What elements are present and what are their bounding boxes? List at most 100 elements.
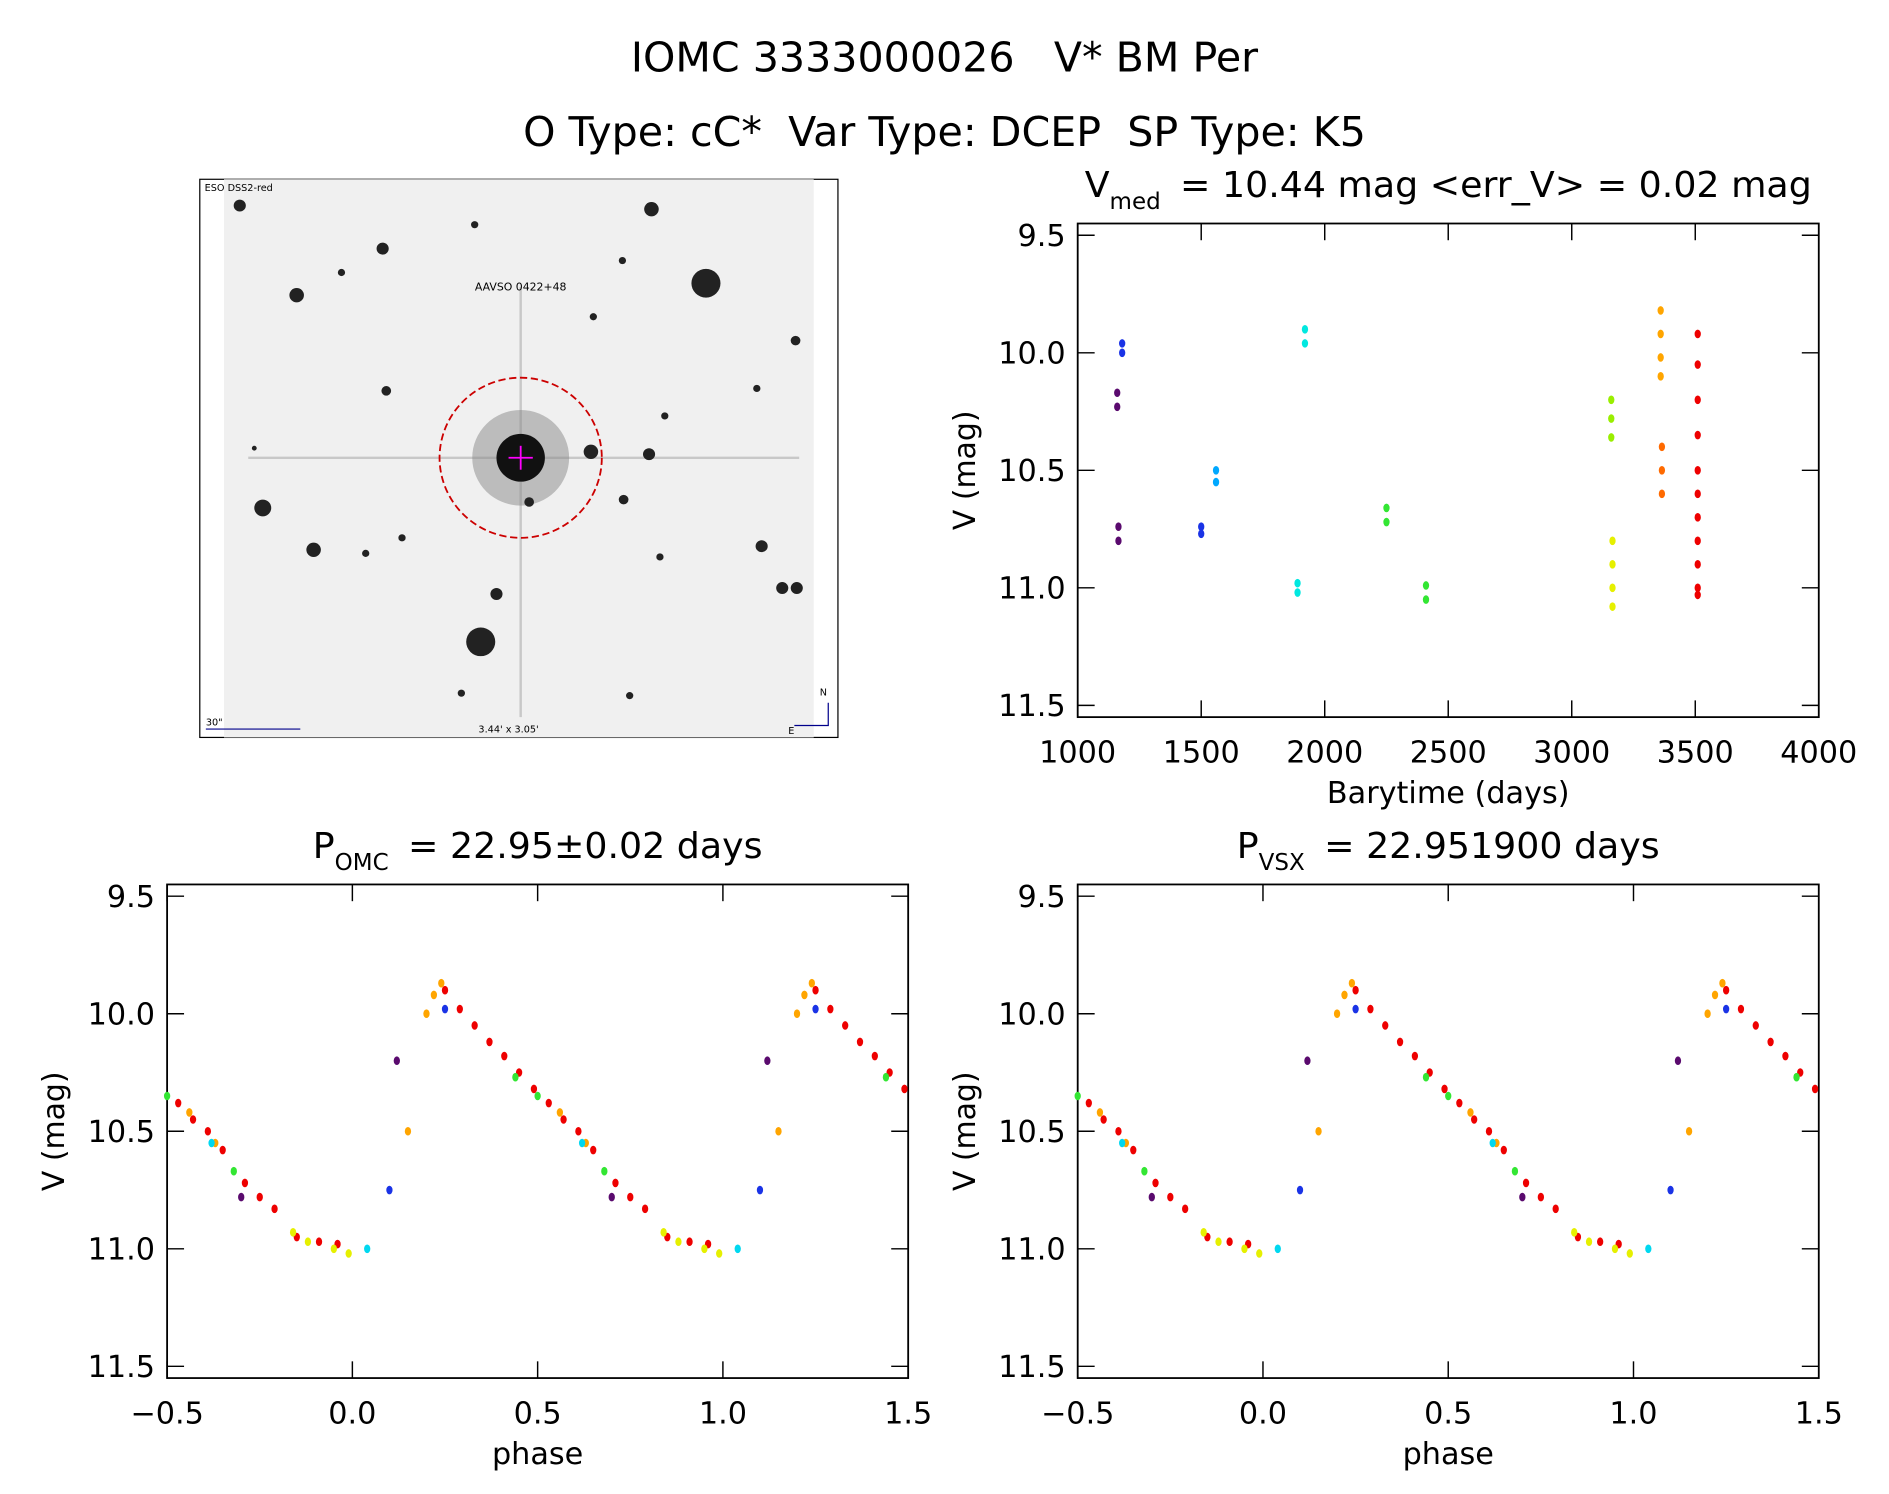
data-point bbox=[1489, 1138, 1496, 1148]
data-point bbox=[1296, 1185, 1304, 1195]
y-tick-label: 11.5 bbox=[998, 689, 1065, 724]
data-point bbox=[404, 1126, 412, 1136]
data-point bbox=[1667, 1185, 1674, 1195]
data-point bbox=[1383, 517, 1390, 527]
data-point bbox=[775, 1126, 782, 1136]
data-point bbox=[1685, 1126, 1693, 1136]
plot-frame bbox=[166, 883, 910, 1379]
data-point bbox=[560, 1115, 567, 1124]
data-point bbox=[271, 1204, 278, 1214]
data-point bbox=[686, 1237, 693, 1247]
y-axis-label: V (mag) bbox=[37, 1071, 72, 1191]
data-point bbox=[1597, 1237, 1604, 1247]
data-point bbox=[1182, 1204, 1189, 1214]
y-tick-label: 10.0 bbox=[998, 337, 1065, 372]
y-tick-label: 10.5 bbox=[88, 1115, 155, 1150]
x-tick-label: 1500 bbox=[1163, 736, 1240, 771]
data-point bbox=[441, 985, 449, 995]
y-axis-label: V (mag) bbox=[948, 1071, 983, 1191]
field-stars bbox=[233, 199, 803, 700]
data-point bbox=[1130, 1145, 1137, 1155]
data-point bbox=[219, 1145, 226, 1155]
title-subscript: med bbox=[1110, 189, 1161, 215]
x-tick-label: 1.5 bbox=[884, 1397, 932, 1432]
data-point bbox=[189, 1115, 197, 1124]
data-point bbox=[1241, 1244, 1248, 1254]
y-tick-label: 9.5 bbox=[1017, 880, 1065, 915]
data-point bbox=[1657, 306, 1664, 315]
data-point bbox=[641, 1204, 649, 1214]
data-point bbox=[1793, 1072, 1800, 1082]
data-point bbox=[430, 990, 438, 1000]
y-tick-label: 10.5 bbox=[998, 1115, 1065, 1150]
figure-title: IOMC 3333000026 V* BM Per bbox=[631, 34, 1258, 82]
y-tick-label: 10.0 bbox=[998, 998, 1065, 1033]
y-tick-label: 9.5 bbox=[1017, 219, 1065, 254]
x-tick-label: 1.5 bbox=[1795, 1397, 1843, 1432]
y-tick-label: 9.5 bbox=[107, 880, 155, 915]
data-point bbox=[330, 1244, 337, 1254]
data-point bbox=[241, 1178, 249, 1188]
data-point bbox=[1722, 1004, 1730, 1014]
data-point bbox=[1722, 985, 1730, 995]
data-point bbox=[438, 978, 445, 988]
data-point bbox=[1552, 1204, 1559, 1214]
x-axis-label: phase bbox=[492, 1437, 583, 1472]
data-point bbox=[1333, 1009, 1341, 1019]
data-point bbox=[501, 1051, 508, 1061]
data-point bbox=[238, 1192, 245, 1202]
data-point bbox=[627, 1192, 634, 1202]
data-point bbox=[1119, 348, 1126, 358]
data-point bbox=[1198, 522, 1205, 532]
title-text: = 22.95±0.02 days bbox=[408, 825, 762, 867]
finder-image: ESO DSS2-red AAVSO 0422+48 30" 3.44' x 3… bbox=[199, 178, 839, 739]
data-point bbox=[1341, 990, 1348, 1000]
data-point bbox=[456, 1004, 463, 1014]
data-point bbox=[1315, 1126, 1322, 1136]
y-tick-label: 11.0 bbox=[998, 572, 1065, 607]
data-point bbox=[1767, 1037, 1774, 1047]
data-point bbox=[386, 1185, 393, 1195]
data-point bbox=[1348, 978, 1356, 988]
y-tick-label: 10.0 bbox=[88, 998, 155, 1033]
data-point bbox=[1674, 1056, 1682, 1066]
x-tick-label: 1000 bbox=[1039, 736, 1116, 771]
y-axis-label: V (mag) bbox=[948, 411, 983, 531]
data-point bbox=[1719, 978, 1726, 988]
data-point bbox=[441, 1004, 449, 1014]
data-point bbox=[345, 1249, 352, 1258]
data-point bbox=[1694, 360, 1701, 369]
data-point bbox=[1085, 1098, 1092, 1108]
data-point bbox=[575, 1126, 582, 1136]
data-point bbox=[1811, 1084, 1819, 1094]
data-point bbox=[1119, 1138, 1126, 1148]
data-point bbox=[1167, 1192, 1174, 1202]
data-point bbox=[756, 1185, 764, 1195]
x-tick-label: 4000 bbox=[1780, 736, 1857, 771]
data-point bbox=[1694, 583, 1701, 593]
data-point bbox=[793, 1009, 801, 1019]
x-tick-label: 2500 bbox=[1410, 736, 1487, 771]
data-point bbox=[175, 1098, 182, 1108]
x-tick-label: 2000 bbox=[1286, 736, 1363, 771]
data-point bbox=[1352, 1004, 1359, 1014]
data-point bbox=[1522, 1178, 1530, 1188]
data-point bbox=[315, 1237, 323, 1247]
data-point bbox=[1114, 388, 1121, 398]
x-axis-label: phase bbox=[1403, 1437, 1494, 1472]
data-point bbox=[716, 1249, 723, 1258]
x-tick-label: 1.0 bbox=[1609, 1397, 1657, 1432]
title-text: = 10.44 mag <err_V> = 0.02 mag bbox=[1180, 164, 1812, 206]
title-symbol: P bbox=[1237, 825, 1259, 867]
data-point bbox=[1301, 324, 1309, 334]
data-point bbox=[590, 1145, 597, 1155]
data-point bbox=[1301, 339, 1309, 348]
data-point bbox=[1100, 1115, 1107, 1124]
target-circle bbox=[438, 376, 603, 539]
x-tick-label: 0.0 bbox=[328, 1397, 376, 1432]
data-point bbox=[1694, 513, 1701, 522]
data-point bbox=[812, 985, 819, 995]
data-point bbox=[612, 1178, 619, 1188]
title-symbol: P bbox=[313, 825, 335, 867]
data-point bbox=[1456, 1098, 1463, 1108]
